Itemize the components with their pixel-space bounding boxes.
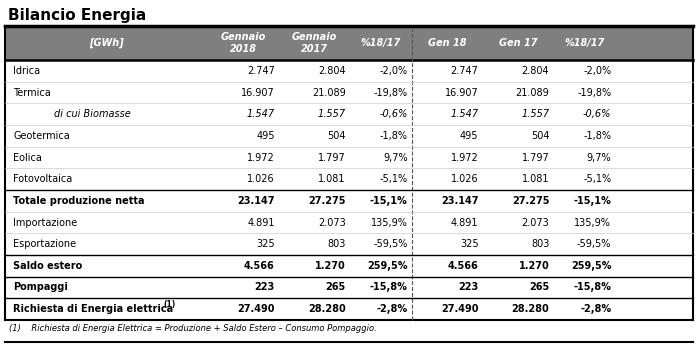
Text: -19,8%: -19,8% xyxy=(577,87,611,98)
Text: Gen 17: Gen 17 xyxy=(498,38,537,48)
Text: Saldo estero: Saldo estero xyxy=(13,261,82,271)
Text: 1.557: 1.557 xyxy=(318,109,346,119)
Text: 259,5%: 259,5% xyxy=(367,261,408,271)
Text: Eolica: Eolica xyxy=(13,152,42,162)
Text: 495: 495 xyxy=(256,131,275,141)
Text: 259,5%: 259,5% xyxy=(571,261,611,271)
Text: 223: 223 xyxy=(255,282,275,293)
Text: 1.081: 1.081 xyxy=(522,174,549,184)
Text: Totale produzione netta: Totale produzione netta xyxy=(13,196,144,206)
Text: 21.089: 21.089 xyxy=(312,87,346,98)
Bar xyxy=(5,26,693,60)
Text: 2.073: 2.073 xyxy=(521,218,549,228)
Text: 9,7%: 9,7% xyxy=(383,152,408,162)
Text: -5,1%: -5,1% xyxy=(380,174,408,184)
Text: -19,8%: -19,8% xyxy=(373,87,408,98)
Text: 2.073: 2.073 xyxy=(318,218,346,228)
Text: 1.270: 1.270 xyxy=(519,261,549,271)
Text: 23.147: 23.147 xyxy=(441,196,478,206)
Text: -5,1%: -5,1% xyxy=(583,174,611,184)
Text: 325: 325 xyxy=(460,239,478,249)
Text: -15,8%: -15,8% xyxy=(370,282,408,293)
Text: Geotermica: Geotermica xyxy=(13,131,70,141)
Text: (1): (1) xyxy=(163,300,175,309)
Text: 803: 803 xyxy=(531,239,549,249)
Text: 28.280: 28.280 xyxy=(512,304,549,314)
Text: 223: 223 xyxy=(458,282,478,293)
Text: 803: 803 xyxy=(327,239,346,249)
Text: -15,1%: -15,1% xyxy=(370,196,408,206)
Text: 504: 504 xyxy=(327,131,346,141)
Text: 16.907: 16.907 xyxy=(445,87,478,98)
Text: 16.907: 16.907 xyxy=(241,87,275,98)
Text: -15,8%: -15,8% xyxy=(573,282,611,293)
Text: Esportazione: Esportazione xyxy=(13,239,76,249)
Text: Pompaggi: Pompaggi xyxy=(13,282,68,293)
Text: -2,8%: -2,8% xyxy=(580,304,611,314)
Text: 1.972: 1.972 xyxy=(451,152,478,162)
Text: 1.026: 1.026 xyxy=(451,174,478,184)
Text: -59,5%: -59,5% xyxy=(373,239,408,249)
Text: 2.747: 2.747 xyxy=(451,66,478,76)
Text: Gennaio
2017: Gennaio 2017 xyxy=(292,32,337,54)
Text: di cui Biomasse: di cui Biomasse xyxy=(54,109,131,119)
Text: 495: 495 xyxy=(460,131,478,141)
Text: 504: 504 xyxy=(531,131,549,141)
Text: 28.280: 28.280 xyxy=(308,304,346,314)
Text: 135,9%: 135,9% xyxy=(371,218,408,228)
Text: 27.275: 27.275 xyxy=(309,196,346,206)
Text: 135,9%: 135,9% xyxy=(574,218,611,228)
Text: -0,6%: -0,6% xyxy=(379,109,408,119)
Text: 325: 325 xyxy=(256,239,275,249)
Text: Gennaio
2018: Gennaio 2018 xyxy=(221,32,266,54)
Text: 265: 265 xyxy=(325,282,346,293)
Text: 265: 265 xyxy=(529,282,549,293)
Text: 4.566: 4.566 xyxy=(447,261,478,271)
Text: -2,8%: -2,8% xyxy=(376,304,408,314)
Text: 1.270: 1.270 xyxy=(315,261,346,271)
Text: 27.490: 27.490 xyxy=(441,304,478,314)
Text: -59,5%: -59,5% xyxy=(577,239,611,249)
Text: -0,6%: -0,6% xyxy=(583,109,611,119)
Text: %18/17: %18/17 xyxy=(361,38,401,48)
Text: -1,8%: -1,8% xyxy=(380,131,408,141)
Text: [GWh]: [GWh] xyxy=(89,38,124,48)
Text: 1.557: 1.557 xyxy=(521,109,549,119)
Text: 1.081: 1.081 xyxy=(318,174,346,184)
Text: 27.275: 27.275 xyxy=(512,196,549,206)
Text: 1.797: 1.797 xyxy=(318,152,346,162)
Text: Fotovoltaica: Fotovoltaica xyxy=(13,174,73,184)
Text: 2.804: 2.804 xyxy=(521,66,549,76)
Text: 4.566: 4.566 xyxy=(244,261,275,271)
Text: (1)    Richiesta di Energia Elettrica = Produzione + Saldo Estero – Consumo Pomp: (1) Richiesta di Energia Elettrica = Pro… xyxy=(9,324,377,333)
Text: -15,1%: -15,1% xyxy=(574,196,611,206)
Text: 4.891: 4.891 xyxy=(451,218,478,228)
Text: 1.547: 1.547 xyxy=(450,109,478,119)
Text: Bilancio Energia: Bilancio Energia xyxy=(8,8,147,23)
Text: 21.089: 21.089 xyxy=(516,87,549,98)
Text: -2,0%: -2,0% xyxy=(380,66,408,76)
Text: Idrica: Idrica xyxy=(13,66,40,76)
Text: 9,7%: 9,7% xyxy=(586,152,611,162)
Text: 23.147: 23.147 xyxy=(237,196,275,206)
Text: 1.026: 1.026 xyxy=(247,174,275,184)
Text: -2,0%: -2,0% xyxy=(583,66,611,76)
Text: 27.490: 27.490 xyxy=(237,304,275,314)
Text: Richiesta di Energia elettrica: Richiesta di Energia elettrica xyxy=(13,304,173,314)
Text: 2.747: 2.747 xyxy=(247,66,275,76)
Text: 1.797: 1.797 xyxy=(521,152,549,162)
Text: %18/17: %18/17 xyxy=(564,38,604,48)
Text: Termica: Termica xyxy=(13,87,51,98)
Text: 2.804: 2.804 xyxy=(318,66,346,76)
Text: Importazione: Importazione xyxy=(13,218,77,228)
Text: 1.972: 1.972 xyxy=(247,152,275,162)
Text: 4.891: 4.891 xyxy=(247,218,275,228)
Text: Gen 18: Gen 18 xyxy=(428,38,466,48)
Text: 1.547: 1.547 xyxy=(246,109,275,119)
Text: -1,8%: -1,8% xyxy=(584,131,611,141)
